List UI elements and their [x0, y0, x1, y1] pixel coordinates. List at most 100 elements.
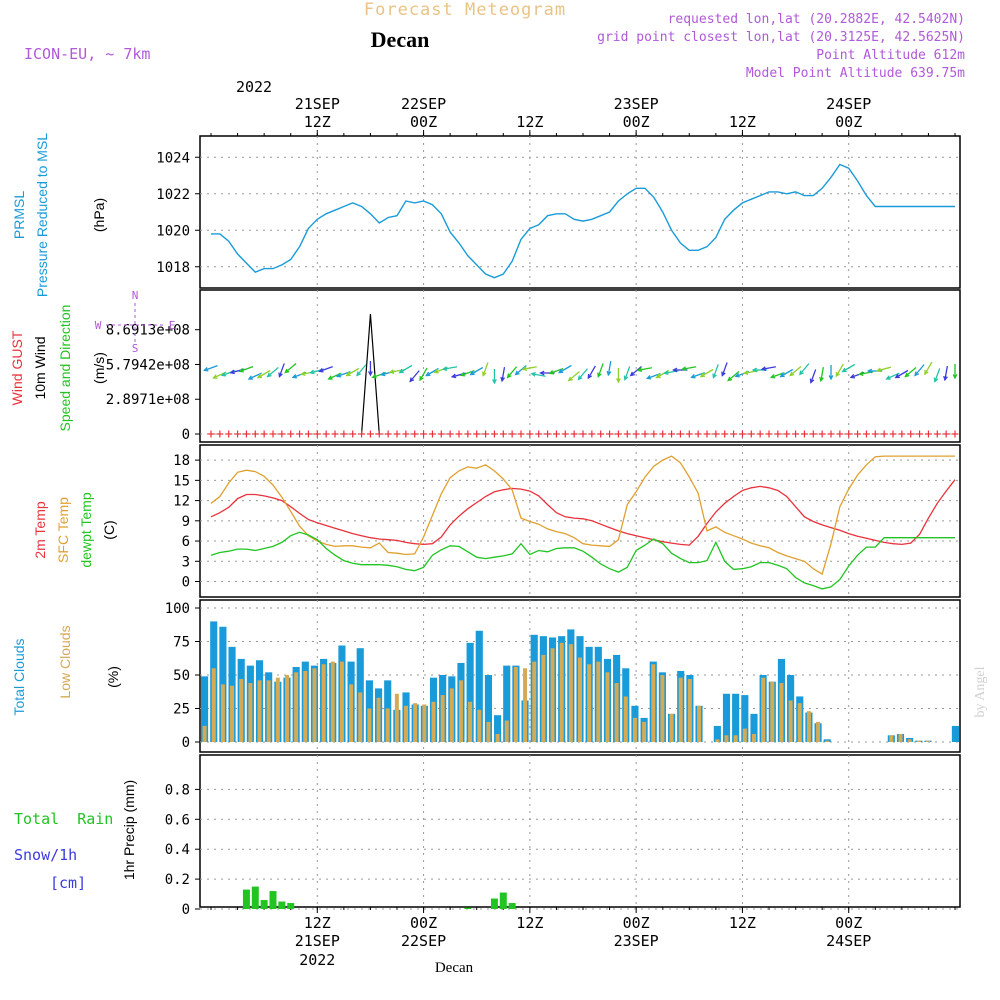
wind-arrow-head: [500, 376, 505, 383]
wind-arrow-head: [645, 375, 652, 380]
bottom-axis-date: 21SEP: [295, 932, 340, 950]
low-cloud-bar: [257, 680, 262, 742]
low-cloud-bar: [779, 683, 784, 742]
total-cloud-bar: [466, 642, 474, 742]
total-rain-label: Total Rain: [14, 810, 113, 828]
wind-arrow-head: [567, 376, 573, 382]
wind-arrow-head: [203, 367, 209, 372]
low-cloud-bar: [523, 668, 528, 742]
wind-arrow-head: [577, 375, 583, 381]
total-cloud-bar: [201, 676, 209, 742]
wind-arrow: [284, 363, 297, 373]
wind-arrow-head: [849, 374, 856, 379]
wind-arrow-head: [819, 376, 824, 383]
y-tick-label: 9: [182, 514, 190, 530]
low-cloud-bar: [468, 701, 473, 742]
pressure-unit-label: (hPa): [91, 198, 107, 232]
dewpt-temp-line: [210, 531, 955, 590]
wind-arrow: [780, 368, 794, 378]
low-cloud-bar: [321, 664, 326, 742]
dewpt-temp-label: dewpt Temp: [78, 492, 94, 567]
rain-bar: [499, 892, 507, 909]
total-cloud-bar: [951, 725, 959, 742]
low-cloud-bar: [294, 672, 299, 742]
wind-arrow-head: [835, 372, 841, 378]
low-cloud-bar: [788, 700, 793, 742]
wind-arrow: [409, 370, 420, 382]
wind-arrow: [877, 366, 892, 372]
y-tick-label: 1020: [156, 223, 190, 239]
wind-arrow: [239, 365, 254, 373]
low-cloud-bar: [449, 688, 454, 742]
wind-arrow-head: [587, 374, 593, 380]
wind-arrow-head: [356, 371, 362, 377]
total-cloud-bar: [494, 715, 502, 742]
wind-arrow-head: [597, 372, 602, 378]
y-tick-label: 0: [182, 735, 190, 751]
low-cloud-bar: [303, 670, 308, 742]
compass-north: N: [132, 289, 139, 302]
total-cloud-bar: [722, 693, 731, 742]
wind-arrow-head: [388, 369, 395, 375]
bottom-axis-hour: 00Z: [623, 914, 650, 932]
wind-arrow-head: [904, 372, 910, 378]
wind-arrow: [607, 360, 612, 376]
wind-arrow-head: [699, 372, 705, 378]
total-cloud-bar: [475, 630, 483, 742]
low-cloud-bar: [513, 666, 518, 742]
y-tick-label: 2.8971e+08: [106, 392, 190, 408]
wind-arrow: [257, 369, 271, 379]
wind-arrow: [204, 364, 218, 372]
rain-bar: [508, 903, 516, 909]
pressure-labels: PRMSL Pressure Reduced to MSL (hPa): [11, 133, 107, 297]
y-tick-label: 50: [173, 668, 190, 684]
low-cloud-bar: [477, 709, 482, 742]
wind-arrow-head: [539, 370, 545, 376]
requested-coords: requested lon,lat (20.2882E, 42.5402N): [668, 12, 965, 27]
low-cloud-bar: [385, 708, 390, 742]
bottom-axis-date: 24SEP: [826, 932, 871, 950]
sfc-temp-label: SFC Temp: [55, 497, 71, 563]
temp2m-label: 2m Temp: [32, 501, 48, 559]
wind-arrow-head: [885, 375, 891, 380]
low-cloud-bar: [532, 661, 537, 742]
wind-arrow-head: [379, 371, 386, 377]
low-cloud-bar: [230, 685, 235, 742]
wind-arrow: [515, 365, 527, 375]
wind-arrow-head: [914, 371, 920, 377]
rain-bar: [251, 886, 259, 909]
wind-arrow: [914, 364, 925, 376]
rain-bar: [278, 901, 286, 909]
wind-arrow: [578, 368, 588, 380]
wind-arrow-head: [671, 367, 678, 373]
wind-arrow-head: [514, 370, 520, 376]
wind-arrow-head: [799, 370, 804, 376]
wind-arrow: [700, 368, 714, 378]
y-tick-label: 0.8: [165, 782, 190, 798]
wind-arrow-head: [727, 376, 733, 382]
low-cloud-bar: [568, 644, 573, 742]
top-axis-hour: 00Z: [835, 113, 862, 131]
low-cloud-bar: [898, 733, 903, 742]
low-cloud-bar: [239, 679, 244, 742]
wind-arrow-head: [655, 373, 661, 379]
wind-arrow: [712, 364, 719, 378]
low-cloud-bar: [266, 680, 271, 742]
bottom-axis-date: 22SEP: [401, 932, 446, 950]
low-cloud-bar: [697, 705, 702, 742]
wind-arrow-head: [409, 377, 415, 383]
low-cloud-bar: [605, 672, 610, 742]
bottom-axis-hour: 12Z: [304, 914, 331, 932]
y-tick-label: 1024: [156, 150, 190, 166]
wind-arrow-head: [398, 368, 404, 374]
wind-arrow: [721, 362, 728, 376]
wind-arrow-head: [712, 373, 717, 379]
low-cloud-bar: [550, 648, 555, 742]
top-axis-hour: 12Z: [729, 113, 756, 131]
low-cloud-bar: [413, 703, 418, 742]
wind-arrow-head: [548, 370, 554, 375]
low-cloud-bar: [925, 740, 930, 742]
wind-arrow-head: [247, 375, 253, 380]
wind-arrow: [835, 363, 844, 377]
low-cloud-bar: [669, 713, 674, 742]
